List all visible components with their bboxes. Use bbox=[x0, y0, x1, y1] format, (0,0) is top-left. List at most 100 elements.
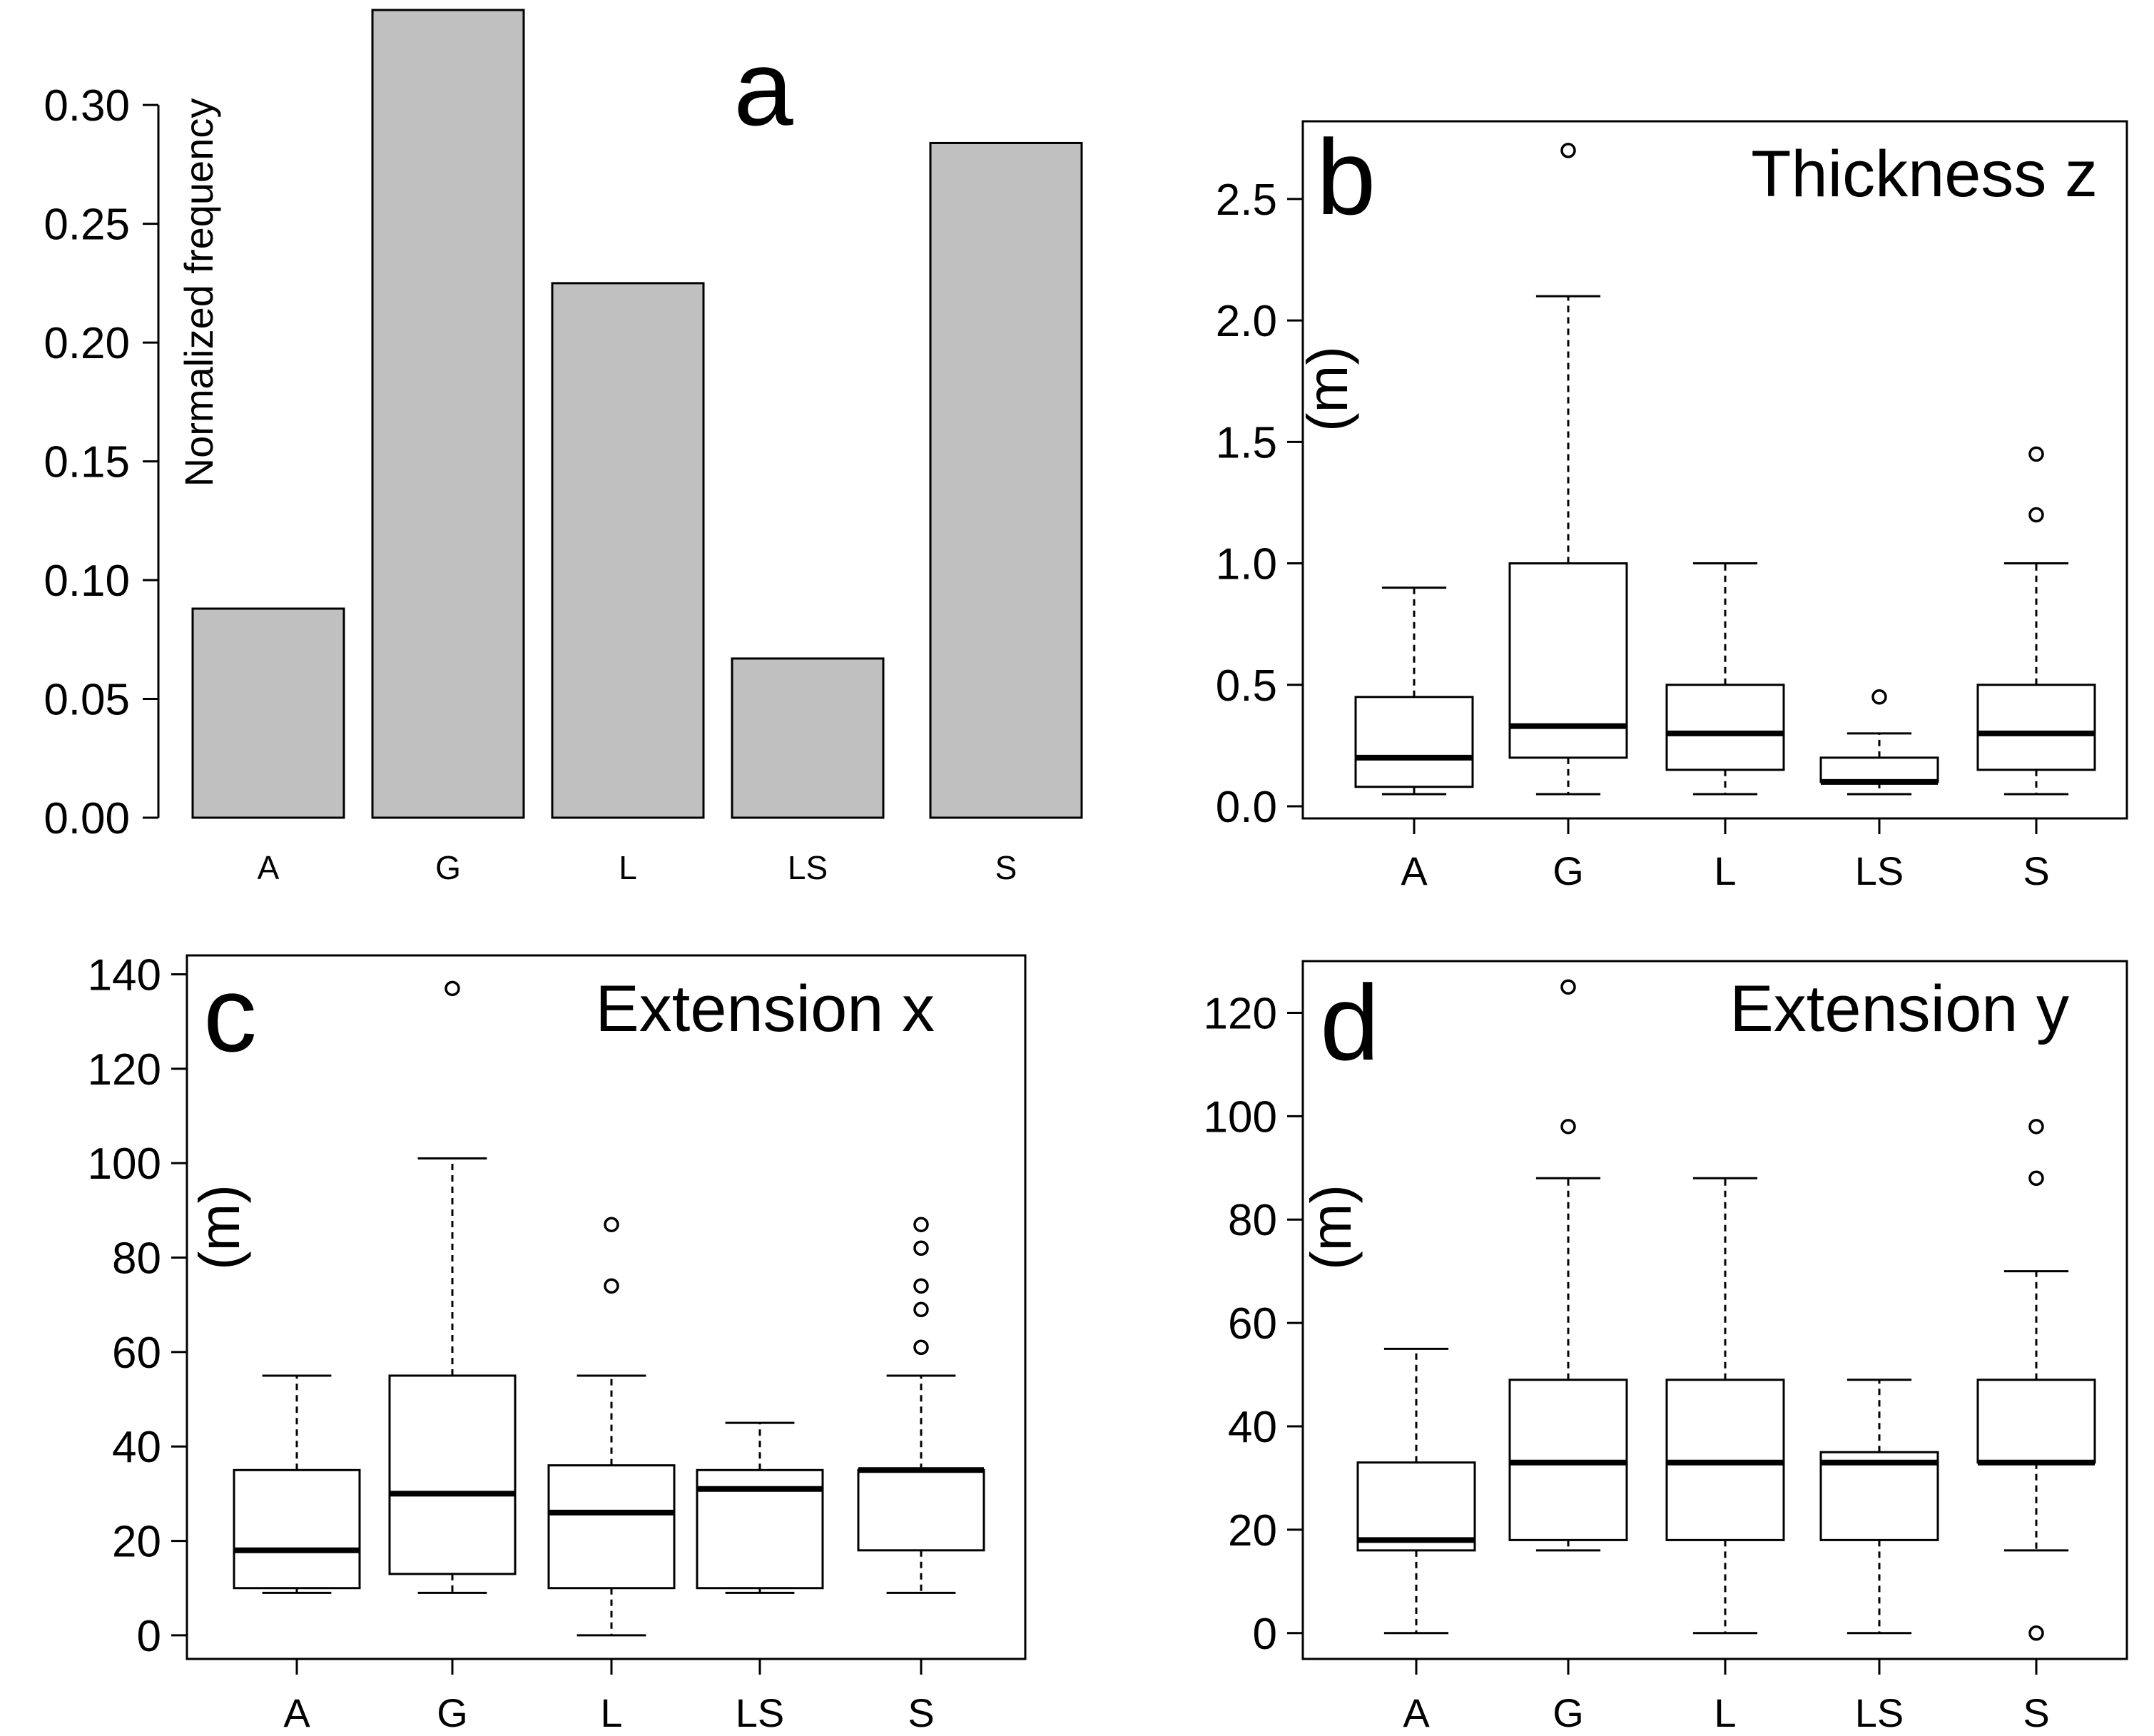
panel-a-y-tick-label: 0.25 bbox=[44, 200, 130, 250]
panel-a-x-category-label: LS bbox=[788, 849, 828, 886]
panel-b-x-category-label: G bbox=[1553, 848, 1584, 893]
panel-c-boxplot: 0 20 40 60 80 100 120 140 A G L LS Sc Extension x (m) bbox=[88, 950, 1027, 1735]
panel-b-y-tick-label: 1.5 bbox=[1216, 418, 1277, 467]
panel-a-bar-chart: 0.00 0.05 0.10 0.15 0.20 0.25 0.30 A G L LS Sa Norma… bbox=[44, 9, 1083, 886]
panel-d-boxplot: 0 20 40 60 80 100 120 A G L LS Sd Extension y (m) bbox=[1204, 960, 2128, 1735]
panel-d-x-category-label: G bbox=[1553, 1690, 1584, 1735]
panel-b-box-s-outlier bbox=[2028, 446, 2044, 462]
panel-d-y-tick-label: 60 bbox=[1228, 1299, 1277, 1349]
panel-a-x-category-label: A bbox=[258, 849, 280, 886]
panel-c-box-s-outlier bbox=[913, 1339, 929, 1355]
panel-d-y-tick-label: 120 bbox=[1204, 989, 1277, 1038]
panel-c-y-tick-label: 80 bbox=[112, 1234, 161, 1284]
panel-d-box-s-iqr bbox=[1976, 1379, 2096, 1464]
panel-b-y-axis-label: (m) bbox=[1296, 346, 1359, 432]
panel-c-box-s-iqr bbox=[857, 1468, 985, 1552]
panel-d-box-g-outlier bbox=[1560, 1119, 1576, 1135]
panel-c-x-category-label: G bbox=[437, 1690, 468, 1735]
panel-b-title: Thickness z bbox=[1751, 138, 2098, 210]
panel-a-bar-a bbox=[191, 607, 345, 819]
panel-c-box-l-iqr bbox=[547, 1464, 676, 1590]
panel-a-y-tick-label: 0.30 bbox=[44, 81, 130, 131]
panel-c-frame bbox=[186, 954, 1027, 1660]
panel-c-box-a-iqr bbox=[233, 1468, 361, 1590]
panel-c-box-l-outlier bbox=[604, 1278, 619, 1294]
panel-a-y-tick-label: 0.05 bbox=[44, 676, 130, 725]
panel-a-bar-s bbox=[929, 141, 1083, 819]
panel-b-box-s-outlier bbox=[2028, 507, 2044, 523]
panel-b-x-category-label: LS bbox=[1855, 848, 1904, 893]
panel-b-frame bbox=[1301, 120, 2128, 820]
panel-d-x-category-label: S bbox=[2023, 1690, 2049, 1735]
panel-c-x-category-label: L bbox=[600, 1690, 622, 1735]
panel-c-y-tick-label: 40 bbox=[112, 1423, 161, 1472]
panel-a-y-tick-label: 0.20 bbox=[44, 319, 130, 368]
panel-d-box-s-outlier bbox=[2028, 1625, 2044, 1641]
panel-c-y-tick-label: 20 bbox=[112, 1518, 161, 1567]
panel-a-letter: a bbox=[733, 28, 793, 148]
panel-a-x-category-label: S bbox=[995, 849, 1017, 886]
panel-d-y-tick-label: 40 bbox=[1228, 1403, 1277, 1452]
panel-d-x-category-label: A bbox=[1403, 1690, 1430, 1735]
panel-a-y-axis-label: Normalized frequency bbox=[176, 98, 221, 487]
panel-a-bar-ls bbox=[731, 657, 885, 819]
panel-d-box-s-outlier bbox=[2028, 1119, 2044, 1135]
panel-c-x-category-label: LS bbox=[736, 1690, 785, 1735]
panel-c-y-tick-label: 0 bbox=[137, 1612, 161, 1661]
panel-a-y-tick-label: 0.15 bbox=[44, 438, 130, 487]
panel-c-box-s-outlier bbox=[913, 1278, 929, 1294]
panel-b-y-tick-label: 0.5 bbox=[1216, 661, 1277, 711]
panel-d-frame bbox=[1301, 960, 2128, 1660]
panel-d-box-s-outlier bbox=[2028, 1170, 2044, 1187]
panel-b-y-tick-label: 2.5 bbox=[1216, 176, 1277, 225]
panel-c-y-tick-label: 100 bbox=[88, 1139, 161, 1189]
panel-a-y-tick-label: 0.10 bbox=[44, 557, 130, 606]
panel-d-box-a-iqr bbox=[1356, 1461, 1476, 1552]
panel-c-box-g-outlier bbox=[444, 980, 460, 997]
panel-c-y-tick-label: 120 bbox=[88, 1045, 161, 1095]
panel-d-x-category-label: LS bbox=[1855, 1690, 1904, 1735]
panel-d-y-tick-label: 100 bbox=[1204, 1092, 1277, 1142]
panel-b-box-s-iqr bbox=[1976, 684, 2096, 771]
panel-c-y-tick-label: 60 bbox=[112, 1329, 161, 1378]
panel-a-bar-g bbox=[371, 9, 525, 819]
panel-c-title: Extension x bbox=[595, 973, 935, 1045]
panel-d-y-tick-label: 20 bbox=[1228, 1506, 1277, 1555]
panel-c-box-s-outlier bbox=[913, 1301, 929, 1318]
panel-b-box-l-iqr bbox=[1665, 684, 1785, 771]
panel-b-box-a-iqr bbox=[1354, 696, 1474, 788]
panel-d-letter: d bbox=[1320, 963, 1379, 1082]
panel-a-x-category-label: G bbox=[435, 849, 461, 886]
panel-c-box-s-outlier bbox=[913, 1217, 929, 1232]
panel-d-box-g-outlier bbox=[1560, 979, 1576, 995]
panel-c-box-l-outlier bbox=[604, 1217, 619, 1232]
panel-b-box-g-outlier bbox=[1560, 143, 1576, 158]
panel-b-box-ls-outlier bbox=[1871, 689, 1887, 705]
panel-c-y-axis-label: (m) bbox=[188, 1184, 251, 1270]
panel-c-x-category-label: A bbox=[283, 1690, 310, 1735]
panel-c-letter: c bbox=[203, 954, 257, 1074]
panel-a-y-tick-label: 0.00 bbox=[44, 794, 130, 843]
panel-c-x-category-label: S bbox=[908, 1690, 934, 1735]
panel-a-x-category-label: L bbox=[619, 849, 637, 886]
panel-b-y-tick-label: 2.0 bbox=[1216, 297, 1277, 346]
panel-b-boxplot: 0.0 0.5 1.0 1.5 2.0 2.5 A G L LS Sb Thickness z (m) bbox=[1216, 117, 2128, 893]
panel-d-y-tick-label: 80 bbox=[1228, 1196, 1277, 1245]
panel-c-box-g-iqr bbox=[388, 1374, 517, 1575]
panel-b-x-category-label: S bbox=[2023, 848, 2049, 893]
panel-b-y-tick-label: 1.0 bbox=[1216, 540, 1277, 589]
panel-b-x-category-label: L bbox=[1714, 848, 1736, 893]
panel-d-y-tick-label: 0 bbox=[1253, 1610, 1277, 1659]
panel-d-title: Extension y bbox=[1729, 973, 2069, 1045]
panel-d-y-axis-label: (m) bbox=[1299, 1184, 1363, 1270]
panel-a-bar-l bbox=[551, 282, 705, 819]
panel-b-x-category-label: A bbox=[1401, 848, 1428, 893]
panel-d-x-category-label: L bbox=[1714, 1690, 1736, 1735]
panel-d-box-ls-iqr bbox=[1819, 1451, 1939, 1541]
panel-b-letter: b bbox=[1316, 117, 1376, 237]
panel-b-box-ls-iqr bbox=[1819, 756, 1939, 783]
panel-c-y-tick-label: 140 bbox=[88, 950, 161, 1000]
panel-b-y-tick-label: 0.0 bbox=[1216, 783, 1277, 832]
panel-c-box-s-outlier bbox=[913, 1240, 929, 1257]
